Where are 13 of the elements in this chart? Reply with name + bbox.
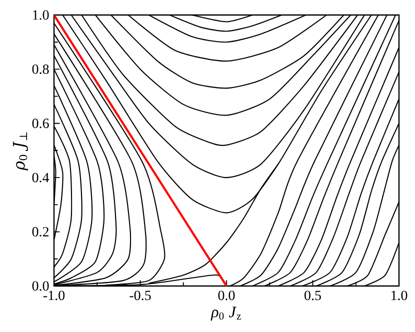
y-axis-title: ρ$_{0}$ J$_{⊥}$ [12, 132, 28, 171]
y-tick-label: 0.6 [32, 118, 49, 128]
y-tick-label: 0.2 [32, 227, 49, 237]
y-tick-label: 0.0 [32, 281, 49, 291]
x-tick-label: -1.0 [43, 290, 65, 300]
y-tick-label: 0.8 [32, 64, 49, 74]
x-tick-label: 0.0 [218, 290, 235, 300]
x-tick-label: -0.5 [130, 290, 151, 300]
x-tick-label: 0.5 [304, 290, 321, 300]
y-tick-label: 0.4 [32, 172, 50, 182]
x-tick-label: 1.0 [391, 290, 408, 300]
y-tick-label: 1.0 [33, 10, 49, 20]
x-axis-title: ρ$_{0}$ J$_{z}$ [210, 306, 241, 321]
